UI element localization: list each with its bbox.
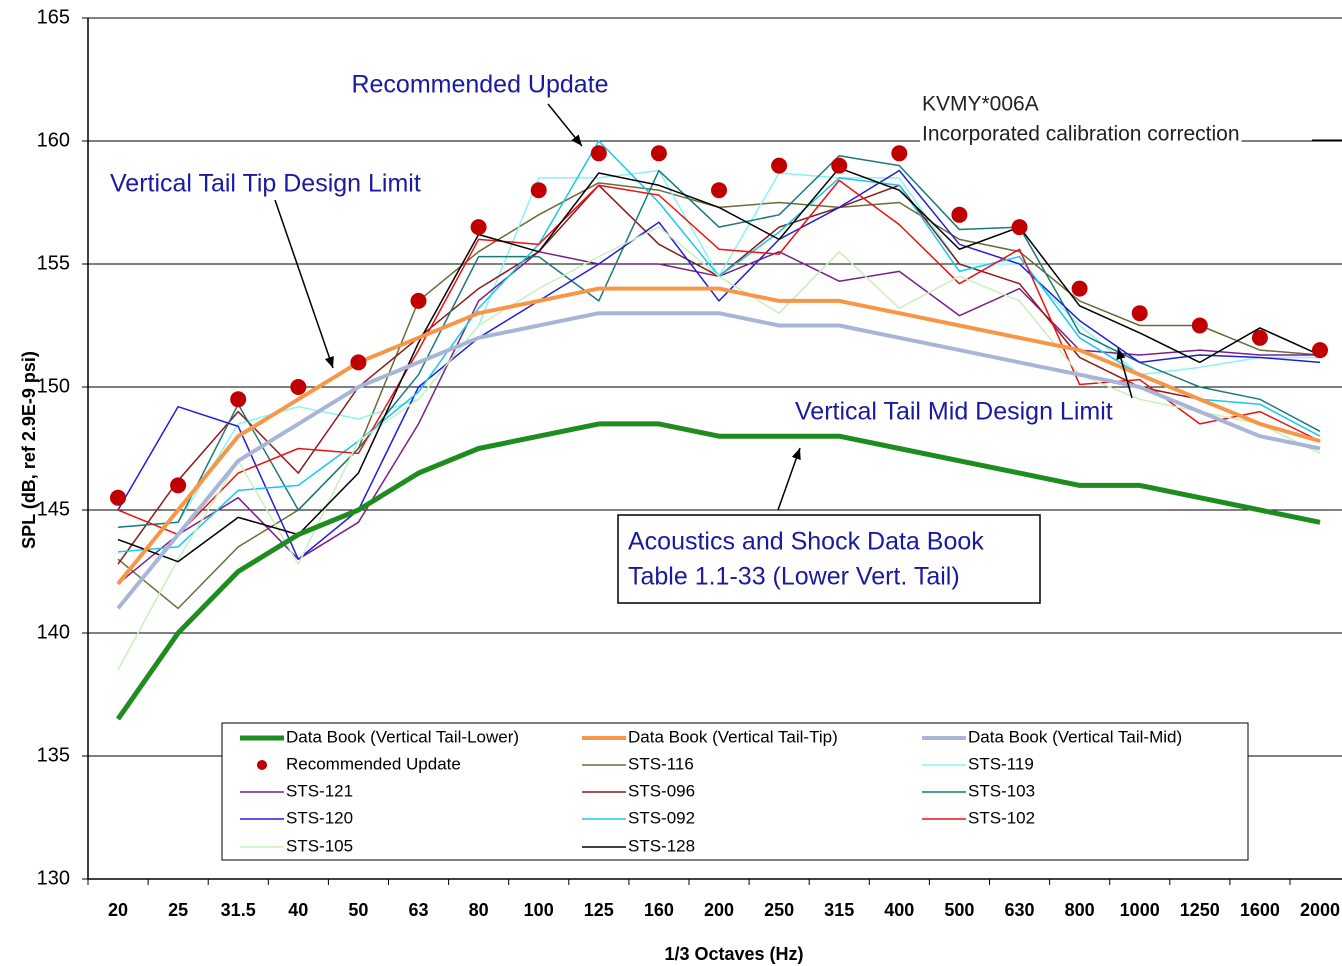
legend-box bbox=[221, 722, 1249, 861]
x-tick-label: 40 bbox=[288, 900, 308, 920]
data-point bbox=[1011, 219, 1028, 236]
x-tick-label: 2000 bbox=[1300, 900, 1340, 920]
x-tick-label: 400 bbox=[884, 900, 914, 920]
series-line bbox=[116, 311, 1321, 610]
series-line bbox=[117, 179, 1321, 536]
data-point bbox=[1251, 329, 1268, 346]
x-tick-label: 20 bbox=[108, 900, 128, 920]
series-line bbox=[117, 167, 1321, 563]
y-tick-label: 140 bbox=[37, 621, 70, 643]
annotation: Recommended Update bbox=[351, 71, 608, 99]
data-point bbox=[410, 292, 427, 309]
legend-label: STS-103 bbox=[968, 781, 1035, 800]
data-point bbox=[290, 379, 307, 395]
x-tick-label: 25 bbox=[168, 900, 188, 920]
x-tick-label: 500 bbox=[944, 900, 974, 920]
data-point bbox=[650, 145, 667, 162]
annotation-arrow bbox=[274, 199, 334, 369]
x-tick-label: 1250 bbox=[1180, 900, 1220, 920]
legend-label: STS-116 bbox=[628, 754, 694, 773]
y-tick-label: 160 bbox=[37, 129, 70, 151]
annotation: Vertical Tail Mid Design Limit bbox=[795, 398, 1113, 426]
legend-label: STS-105 bbox=[286, 836, 353, 855]
data-point bbox=[771, 157, 788, 174]
y-tick-label: 155 bbox=[37, 252, 70, 274]
data-point bbox=[170, 477, 187, 494]
annotation-bg bbox=[920, 122, 1242, 146]
data-point bbox=[230, 391, 247, 408]
arrow-head bbox=[1116, 348, 1126, 360]
x-tick-label: 160 bbox=[644, 900, 674, 920]
legend-label: STS-096 bbox=[628, 781, 695, 800]
x-tick-label: 200 bbox=[704, 900, 734, 920]
data-point bbox=[951, 206, 968, 223]
legend-swatch bbox=[257, 760, 267, 770]
data-point bbox=[1312, 342, 1328, 359]
data-point bbox=[1071, 280, 1088, 297]
data-point bbox=[530, 182, 547, 199]
x-tick-label: 800 bbox=[1065, 900, 1095, 920]
x-tick-label: 315 bbox=[824, 900, 854, 920]
data-point bbox=[350, 354, 367, 371]
legend-label: STS-119 bbox=[968, 754, 1034, 773]
annotation-bg bbox=[920, 92, 1041, 116]
legend-label: STS-102 bbox=[968, 808, 1035, 827]
y-axis-label: SPL (dB, ref 2.9E-9 psi) bbox=[19, 351, 39, 549]
series-line bbox=[117, 155, 1321, 528]
annotation: Vertical Tail Tip Design Limit bbox=[110, 170, 421, 198]
arrow-head bbox=[324, 356, 334, 368]
annotation: Incorporated calibration correction bbox=[922, 123, 1240, 146]
x-tick-label: 250 bbox=[764, 900, 794, 920]
series-line bbox=[115, 421, 1321, 721]
data-point bbox=[831, 157, 848, 174]
data-point bbox=[711, 182, 727, 199]
annotation-box bbox=[617, 514, 1041, 604]
x-tick-label: 1000 bbox=[1120, 900, 1160, 920]
data-point bbox=[110, 489, 126, 506]
x-tick-label: 63 bbox=[408, 900, 428, 920]
legend-label: STS-121 bbox=[286, 781, 353, 800]
series-line bbox=[116, 286, 1321, 586]
data-point bbox=[470, 219, 487, 236]
legend-label: Data Book (Vertical Tail-Tip) bbox=[628, 727, 838, 746]
x-tick-label: 1600 bbox=[1240, 900, 1280, 920]
y-tick-label: 165 bbox=[37, 6, 70, 28]
x-tick-label: 50 bbox=[348, 900, 368, 920]
x-axis-label: 1/3 Octaves (Hz) bbox=[664, 944, 803, 964]
legend-label: STS-128 bbox=[628, 836, 695, 855]
series-line bbox=[117, 169, 1321, 560]
legend-label: STS-092 bbox=[628, 808, 695, 827]
annotation: Table 1.1-33 (Lower Vert. Tail) bbox=[628, 563, 960, 591]
data-point bbox=[1191, 317, 1208, 334]
legend-label: Recommended Update bbox=[286, 754, 461, 773]
y-tick-label: 150 bbox=[37, 375, 70, 397]
annotation: Acoustics and Shock Data Book bbox=[628, 528, 984, 556]
x-tick-label: 80 bbox=[469, 900, 489, 920]
arrow-head bbox=[571, 134, 582, 146]
x-tick-label: 125 bbox=[584, 900, 614, 920]
arrow-head bbox=[791, 448, 801, 460]
annotation: KVMY*006A bbox=[922, 93, 1039, 116]
legend-label: Data Book (Vertical Tail-Lower) bbox=[286, 727, 519, 746]
x-tick-label: 31.5 bbox=[221, 900, 256, 920]
series-line bbox=[117, 226, 1321, 671]
y-tick-label: 135 bbox=[37, 744, 70, 766]
y-tick-label: 145 bbox=[37, 498, 70, 520]
legend-label: Data Book (Vertical Tail-Mid) bbox=[968, 727, 1182, 746]
x-tick-label: 100 bbox=[524, 900, 554, 920]
data-point bbox=[891, 145, 908, 162]
series-line bbox=[117, 140, 1321, 553]
data-point bbox=[590, 145, 607, 162]
data-point bbox=[1131, 305, 1148, 322]
x-tick-label: 630 bbox=[1004, 900, 1034, 920]
legend-label: STS-120 bbox=[286, 808, 353, 827]
y-tick-label: 130 bbox=[37, 867, 70, 889]
